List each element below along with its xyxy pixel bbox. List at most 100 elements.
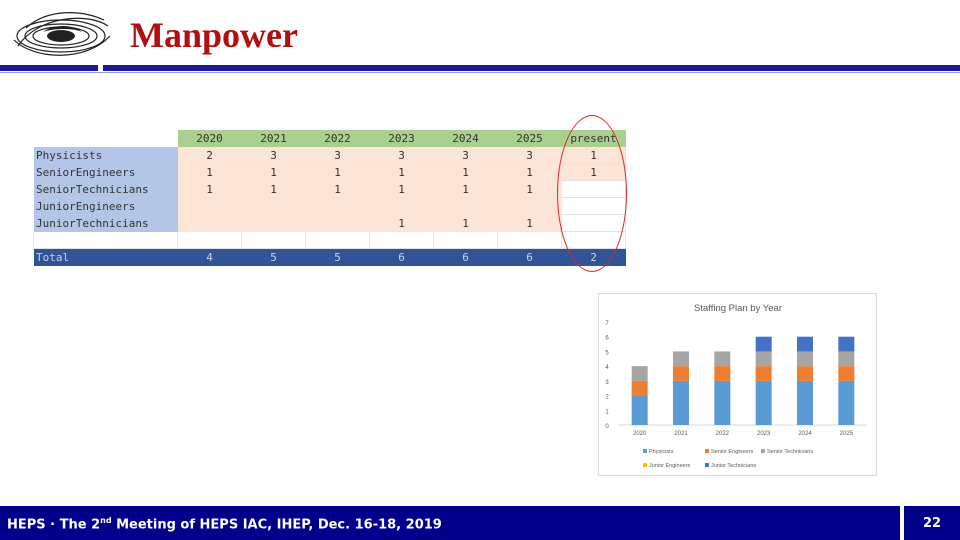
slide-title: Manpower (130, 15, 298, 55)
table-cell: 1 (369, 214, 434, 232)
y-tick-label: 7 (605, 321, 609, 327)
footer-text-superscript: nd (100, 516, 112, 525)
table-cell: 3 (369, 146, 434, 164)
table-cell: 3 (433, 146, 498, 164)
header-cell: 2025 (497, 129, 562, 147)
y-tick-label: 3 (605, 380, 609, 386)
x-tick-label: 2025 (840, 431, 854, 437)
y-tick-label: 6 (605, 336, 609, 342)
bar-segment (673, 380, 689, 425)
legend-label: Senior Engineers (711, 449, 753, 455)
header-rule-thin (0, 72, 960, 73)
y-tick-label: 5 (605, 350, 609, 356)
bar-segment (714, 351, 731, 367)
header-rule-left (0, 65, 98, 71)
staffing-chart: Staffing Plan by Year 0 1 2 3 4 5 6 7 2020 2021 202… (598, 293, 877, 476)
row-label: SeniorTechnicians (33, 180, 178, 198)
table-row: JuniorEngineers (33, 197, 626, 215)
bar-segment (631, 380, 648, 396)
table-row: JuniorTechnicians 1 1 1 (33, 214, 626, 232)
table-cell: 1 (369, 180, 434, 198)
y-tick-label: 2 (605, 395, 609, 401)
row-label: JuniorTechnicians (33, 214, 178, 232)
table-cell: 1 (177, 163, 242, 181)
table-total-row: Total 4 5 5 6 6 6 2 (33, 248, 626, 266)
bar-segment (631, 395, 648, 425)
bar-segment (838, 351, 855, 367)
x-tick-label: 2024 (798, 431, 812, 437)
legend-swatch (643, 449, 647, 453)
page-number: 22 (922, 516, 942, 531)
footer-divider (900, 506, 904, 540)
bar-segment (631, 366, 648, 381)
table-cell: 3 (305, 146, 370, 164)
legend-swatch (761, 449, 765, 453)
total-cell: 4 (177, 248, 242, 266)
staffing-table: 2020 2021 2022 2023 2024 2025 present Ph… (33, 129, 626, 266)
total-cell: 5 (305, 248, 370, 266)
header-cell: 2021 (241, 129, 306, 147)
table-cell: 1 (241, 163, 306, 181)
header-cell: 2024 (433, 129, 498, 147)
x-tick-label: 2020 (633, 431, 647, 437)
table-cell: 1 (497, 180, 562, 198)
bar-segment (838, 366, 855, 381)
table-cell (305, 197, 370, 215)
footer-text-end: Meeting of HEPS IAC, IHEP, Dec. 16-18, 2… (111, 517, 442, 533)
x-tick-label: 2023 (757, 431, 771, 437)
bar-segment (797, 351, 813, 367)
bar-segment (673, 366, 689, 381)
table-cell (369, 197, 434, 215)
legend-label: Physicists (649, 449, 674, 455)
legend-swatch (705, 449, 709, 453)
table-cell: 1 (305, 163, 370, 181)
bar-segment (797, 366, 813, 381)
legend-label: Senior Technicians (767, 449, 813, 455)
y-tick-label: 1 (605, 409, 609, 415)
bar-segment (714, 380, 731, 425)
header-cell: 2022 (305, 129, 370, 147)
table-cell (497, 197, 562, 215)
total-label: Total (33, 248, 178, 266)
row-label: JuniorEngineers (33, 197, 178, 215)
table-cell: 1 (433, 180, 498, 198)
ihep-logo (8, 6, 114, 64)
y-tick-label: 0 (605, 424, 609, 430)
table-cell (305, 214, 370, 232)
page-number-box (904, 506, 960, 540)
legend-swatch (705, 463, 709, 467)
table-cell: 1 (241, 180, 306, 198)
table-cell (241, 197, 306, 215)
legend-label: Junior Engineers (649, 463, 691, 469)
footer-text: HEPS · The 2nd Meeting of HEPS IAC, IHEP… (7, 516, 442, 532)
table-cell: 1 (497, 163, 562, 181)
bar-segment (755, 380, 772, 425)
table-cell: 1 (433, 163, 498, 181)
x-tick-label: 2021 (674, 431, 688, 437)
total-cell: 6 (369, 248, 434, 266)
table-cell: 1 (433, 214, 498, 232)
bar-segment (797, 380, 813, 425)
table-row: SeniorTechnicians 1 1 1 1 1 1 (33, 180, 626, 198)
total-cell: 6 (497, 248, 562, 266)
table-cell (241, 214, 306, 232)
table-row: SeniorEngineers 1 1 1 1 1 1 1 (33, 163, 626, 181)
bar-segment (797, 336, 813, 352)
total-cell: 6 (433, 248, 498, 266)
staffing-chart-svg: Staffing Plan by Year 0 1 2 3 4 5 6 7 2020 2021 202… (605, 303, 867, 469)
header-corner-cell (33, 129, 178, 147)
footer-text-start: HEPS · The 2 (7, 517, 101, 533)
bar-segment (755, 351, 772, 367)
table-cell (177, 197, 242, 215)
bar-segment (755, 366, 772, 381)
table-cell: 1 (305, 180, 370, 198)
table-row: Physicists 2 3 3 3 3 3 1 (33, 146, 626, 164)
legend-label: Junior Technicians (711, 463, 756, 469)
table-header-row: 2020 2021 2022 2023 2024 2025 present (33, 129, 626, 147)
table-cell: 1 (497, 214, 562, 232)
footer-bar (0, 506, 900, 540)
table-cell: 1 (177, 180, 242, 198)
table-cell: 3 (497, 146, 562, 164)
header-cell: 2020 (177, 129, 242, 147)
total-cell: 5 (241, 248, 306, 266)
